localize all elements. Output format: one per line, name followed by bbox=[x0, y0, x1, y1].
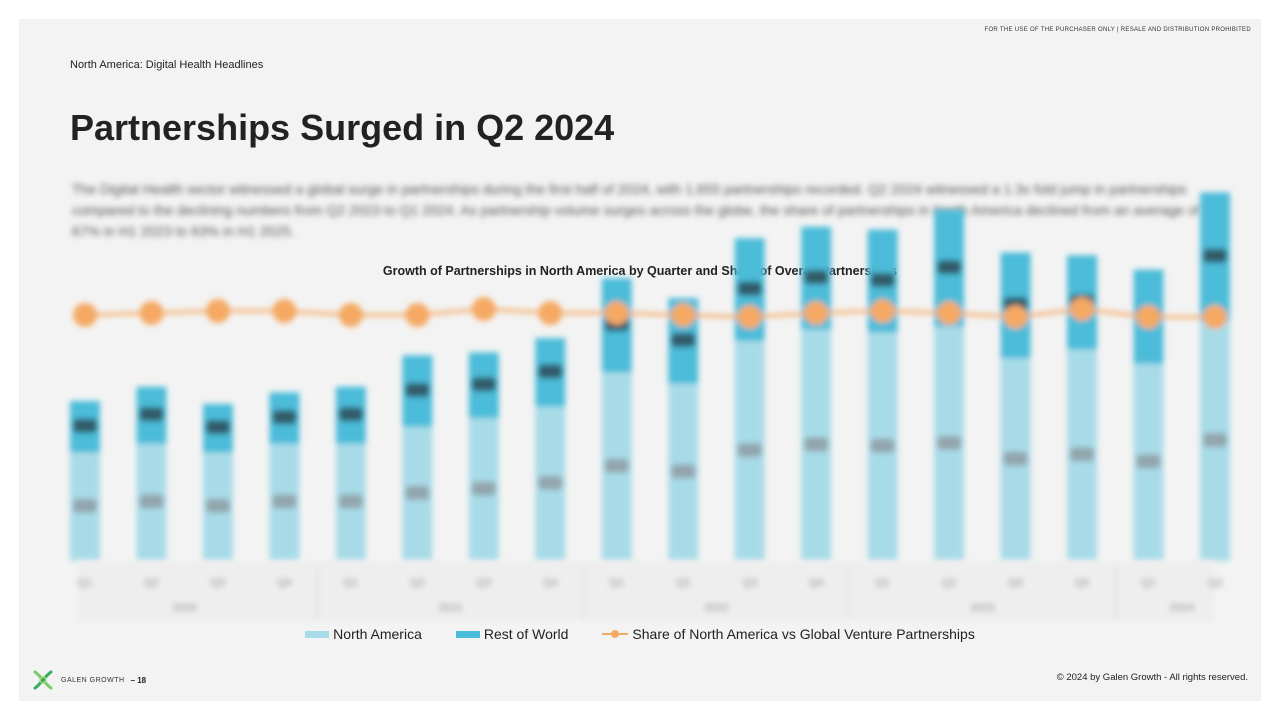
share-point bbox=[538, 301, 563, 325]
disclaimer: FOR THE USE OF THE PURCHASER ONLY | RESA… bbox=[984, 27, 1251, 33]
data-label-rest-of-world bbox=[804, 270, 829, 285]
x-axis: Q1 Q2 Q3 Q4 Q1 Q2 Q3 Q4 Q1 Q2 Q3 Q4 Q1 Q2 Q3 Q4 Q1 Q2 2020… bbox=[77, 561, 1222, 621]
data-label-north-america bbox=[1136, 454, 1161, 469]
x-tick-label: Q4 bbox=[1075, 577, 1090, 589]
x-axis-band bbox=[77, 561, 1215, 621]
data-label-north-america bbox=[1003, 451, 1028, 466]
x-tick-label: Q2 bbox=[676, 577, 691, 589]
x-tick-label: Q2 bbox=[1208, 577, 1223, 589]
share-point bbox=[870, 299, 895, 323]
legend-share-label: Share of North America vs Global Venture… bbox=[632, 626, 975, 642]
legend-rest-of-world: Rest of World bbox=[455, 626, 569, 642]
legend-rest-of-world-label: Rest of World bbox=[483, 626, 569, 642]
data-label-rest-of-world bbox=[1203, 248, 1227, 263]
page-title: Partnerships Surged in Q2 2024 bbox=[70, 107, 615, 148]
data-label-rest-of-world bbox=[671, 333, 696, 347]
data-label-rest-of-world bbox=[139, 407, 164, 422]
share-point bbox=[205, 299, 230, 323]
chart-title: Growth of Partnerships in North America … bbox=[382, 264, 898, 278]
legend-share: Share of North America vs Global Venture… bbox=[602, 626, 975, 642]
share-point bbox=[937, 301, 962, 325]
share-point bbox=[1203, 305, 1227, 329]
share-point bbox=[1070, 297, 1095, 321]
share-point bbox=[1003, 305, 1028, 329]
x-tick-label: Q2 bbox=[942, 577, 957, 589]
share-point bbox=[272, 299, 297, 323]
x-tick-label: Q3 bbox=[211, 577, 226, 589]
data-label-north-america bbox=[73, 498, 97, 513]
data-label-north-america bbox=[937, 435, 962, 450]
share-line-swatch bbox=[602, 628, 629, 640]
blurred-paragraph: The Digital Health sector witnessed a gl… bbox=[72, 181, 1200, 239]
x-year-label: 2022 bbox=[704, 602, 728, 614]
share-point bbox=[405, 303, 430, 327]
data-label-north-america bbox=[804, 437, 829, 452]
share-point bbox=[471, 297, 496, 321]
x-tick-label: Q4 bbox=[543, 577, 558, 589]
data-label-north-america bbox=[205, 498, 230, 513]
share-point bbox=[73, 303, 97, 327]
galen-growth-logo-icon bbox=[33, 670, 53, 690]
share-point bbox=[1136, 305, 1161, 329]
data-label-north-america bbox=[1203, 433, 1227, 447]
data-label-north-america bbox=[538, 475, 563, 490]
chart-plot bbox=[70, 192, 1230, 561]
share-point bbox=[604, 301, 629, 325]
x-tick-label: Q3 bbox=[476, 577, 491, 589]
data-label-rest-of-world bbox=[937, 260, 962, 275]
x-year-label: 2020 bbox=[172, 602, 196, 614]
x-tick-label: Q4 bbox=[809, 577, 824, 589]
share-point bbox=[804, 301, 829, 325]
data-label-rest-of-world bbox=[870, 273, 895, 287]
legend-north-america: North America bbox=[305, 626, 422, 642]
rest-of-world-swatch bbox=[455, 630, 480, 638]
section-label: North America: Digital Health Headlines bbox=[70, 59, 264, 71]
data-label-north-america bbox=[272, 494, 297, 509]
x-tick-label: Q1 bbox=[1141, 577, 1156, 589]
data-label-north-america bbox=[471, 481, 496, 496]
chart-legend: North America Rest of World Share of Nor… bbox=[19, 626, 1261, 642]
brand-name: GALEN GROWTH bbox=[61, 676, 125, 684]
x-tick-label: Q1 bbox=[78, 577, 93, 589]
x-year-label: 2024 bbox=[1170, 602, 1194, 614]
x-tick-label: Q2 bbox=[410, 577, 425, 589]
data-label-north-america bbox=[139, 494, 164, 509]
north-america-swatch bbox=[305, 630, 330, 638]
share-point bbox=[737, 305, 762, 329]
data-label-north-america bbox=[1070, 447, 1095, 462]
x-tick-label: Q4 bbox=[277, 577, 292, 589]
x-tick-label: Q1 bbox=[609, 577, 624, 589]
share-point bbox=[139, 301, 164, 325]
data-label-rest-of-world bbox=[272, 410, 297, 425]
data-label-north-america bbox=[338, 494, 363, 509]
data-label-north-america bbox=[405, 485, 430, 500]
x-tick-label: Q1 bbox=[875, 577, 890, 589]
x-year-label: 2023 bbox=[970, 602, 994, 614]
x-tick-label: Q2 bbox=[144, 577, 159, 589]
x-year-label: 2021 bbox=[438, 602, 462, 614]
x-tick-label: Q3 bbox=[1008, 577, 1023, 589]
data-label-north-america bbox=[737, 443, 762, 457]
data-label-rest-of-world bbox=[471, 377, 496, 392]
x-tick-label: Q1 bbox=[344, 577, 359, 589]
data-label-north-america bbox=[604, 458, 629, 473]
slide: FOR THE USE OF THE PURCHASER ONLY | RESA… bbox=[19, 19, 1261, 701]
x-tick-label: Q3 bbox=[742, 577, 757, 589]
data-label-rest-of-world bbox=[338, 407, 363, 422]
data-label-north-america bbox=[870, 438, 895, 453]
data-label-rest-of-world bbox=[538, 364, 563, 379]
share-point bbox=[671, 303, 696, 327]
page-number: – 18 bbox=[130, 675, 147, 685]
share-line bbox=[84, 307, 1215, 319]
share-point bbox=[338, 303, 363, 327]
data-label-rest-of-world bbox=[73, 418, 97, 433]
footer-brand: GALEN GROWTH – 18 bbox=[31, 668, 146, 692]
data-label-rest-of-world bbox=[737, 281, 762, 296]
data-label-rest-of-world bbox=[205, 420, 230, 435]
partnership-chart: Q1 Q2 Q3 Q4 Q1 Q2 Q3 Q4 Q1 Q2 Q3 Q4 Q1 Q2 Q3 Q4 Q1 Q2 2020… bbox=[70, 192, 1230, 621]
copyright: © 2024 by Galen Growth - All rights rese… bbox=[1056, 672, 1248, 683]
legend-north-america-label: North America bbox=[333, 626, 422, 642]
data-label-north-america bbox=[671, 464, 696, 479]
data-label-rest-of-world bbox=[405, 383, 430, 397]
